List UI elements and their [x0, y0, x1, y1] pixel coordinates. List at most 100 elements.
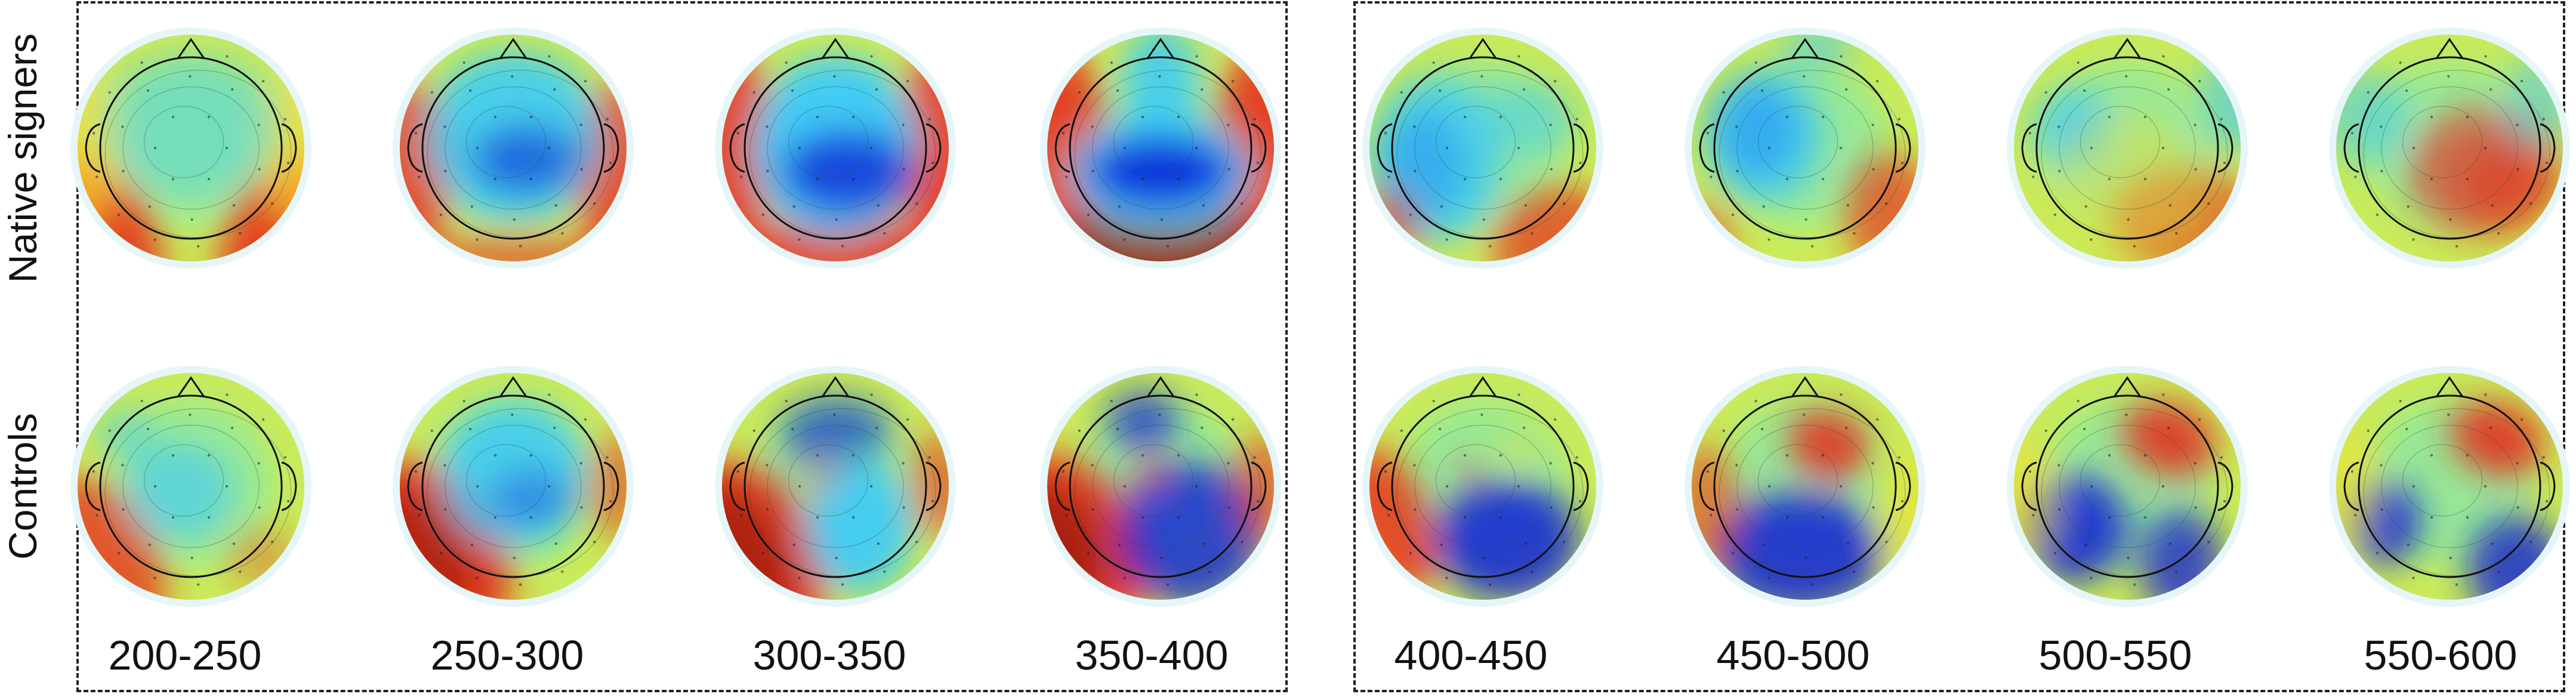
- electrode-dot: [2044, 429, 2047, 432]
- electrode-dot: [2083, 427, 2086, 431]
- electrode-dot: [2161, 485, 2165, 488]
- electrode-dot: [2489, 426, 2492, 430]
- electrode-dot: [519, 583, 522, 586]
- electrode-dot: [468, 89, 472, 92]
- right-ear-outline: [603, 461, 619, 511]
- electrode-dot: [444, 508, 447, 511]
- topomap-controls-7: [2329, 366, 2570, 607]
- contour-line: [788, 106, 869, 178]
- head-outline: [1713, 56, 1897, 240]
- electrode-dot: [580, 506, 583, 509]
- electrode-dot: [476, 485, 479, 488]
- activity-blob: [1716, 492, 1883, 600]
- electrode-dot: [2412, 485, 2415, 488]
- contour-line: [1757, 106, 1838, 178]
- electrode-dot: [513, 218, 516, 221]
- electrode-dot: [736, 131, 740, 135]
- electrode-dot: [122, 508, 125, 511]
- electrode-dot: [2545, 161, 2549, 165]
- electrode-dot: [1227, 506, 1230, 509]
- electrode-dot: [476, 238, 479, 241]
- electrode-dot: [1440, 543, 1443, 547]
- left-ear-outline: [1699, 123, 1715, 173]
- electrode-dot: [439, 551, 443, 555]
- electrode-dot: [2077, 61, 2080, 64]
- electrode-dot: [1195, 393, 1198, 396]
- electrode-dot: [2399, 61, 2402, 64]
- electrode-dot: [1256, 499, 1260, 503]
- electrode-dot: [1563, 541, 1566, 544]
- electrode-dot: [476, 146, 479, 150]
- electrode-dot: [2466, 177, 2469, 181]
- topomap-controls-2: [715, 366, 956, 607]
- electrode-dot: [286, 161, 290, 165]
- electrode-dot: [1195, 146, 1198, 150]
- electrode-dot: [1438, 89, 1442, 92]
- electrode-dot: [493, 177, 497, 181]
- contour-line: [1092, 86, 1229, 210]
- topomap-native-7: [2329, 27, 2570, 269]
- electrode-dot: [1208, 570, 1211, 573]
- activity-blob: [471, 124, 579, 196]
- electrode-dot: [2350, 470, 2354, 473]
- electrode-dot: [2491, 542, 2494, 545]
- electrode-dot: [2108, 454, 2111, 457]
- electrode-dot: [554, 203, 558, 207]
- electrode-dot: [1123, 485, 1127, 488]
- electrode-dot: [2367, 429, 2370, 432]
- electrode-dot: [283, 456, 286, 459]
- electrode-dot: [1091, 464, 1094, 467]
- activity-blob: [2014, 439, 2056, 558]
- electrode-dot: [2162, 393, 2165, 396]
- electrode-dot: [1710, 175, 1713, 178]
- electrode-dot: [1488, 583, 1492, 586]
- electrode-dot: [1840, 393, 1843, 396]
- electrode-dot: [2484, 485, 2487, 488]
- electrode-dot: [1901, 499, 1904, 503]
- electrode-dot: [189, 413, 192, 417]
- electrode-dot: [2108, 516, 2111, 519]
- electrode-dot: [1141, 115, 1144, 119]
- electrode-dot: [470, 543, 473, 547]
- electrode-dot: [2466, 454, 2469, 457]
- electrode-dot: [1432, 61, 1435, 64]
- electrode-dot: [1438, 427, 1442, 431]
- electrode-dot: [2545, 499, 2549, 503]
- electrode-dot: [1078, 91, 1081, 94]
- electrode-dot: [2161, 146, 2165, 150]
- activity-blob: [2455, 142, 2551, 226]
- right-ear-outline: [281, 461, 297, 511]
- electrode-dot: [593, 202, 596, 205]
- electrode-dot: [1517, 393, 1520, 396]
- left-ear-outline: [2021, 461, 2037, 511]
- topomap-native-2: [715, 27, 956, 269]
- electrode-dot: [875, 426, 878, 430]
- nose-outline: [499, 38, 527, 59]
- electrode-dot: [2449, 556, 2452, 560]
- electrode-dot: [1482, 556, 1485, 560]
- electrode-dot: [579, 462, 582, 465]
- activity-blob: [95, 409, 155, 457]
- electrode-dot: [414, 131, 418, 135]
- contour-line: [1092, 424, 1229, 548]
- right-ear-outline: [2217, 123, 2233, 173]
- electrode-dot: [476, 576, 479, 579]
- electrode-dot: [883, 232, 886, 235]
- electrode-dot: [1578, 161, 1582, 165]
- topomap-controls-1: [393, 366, 634, 607]
- electrode-dot: [2053, 213, 2057, 217]
- electrode-dot: [547, 146, 551, 150]
- electrode-dot: [798, 485, 801, 488]
- nose-outline: [2113, 38, 2142, 59]
- electrode-dot: [2520, 418, 2523, 421]
- electrode-dot: [1116, 427, 1119, 431]
- electrode-dot: [1110, 399, 1113, 403]
- right-ear-outline: [1895, 123, 1911, 173]
- electrode-dot: [1463, 177, 1467, 181]
- nose-outline: [821, 376, 850, 397]
- contour-line: [445, 86, 582, 210]
- left-ear-outline: [1699, 461, 1715, 511]
- electrode-dot: [1091, 125, 1094, 128]
- activity-blob: [1877, 451, 1918, 570]
- electrode-dot: [1463, 115, 1467, 119]
